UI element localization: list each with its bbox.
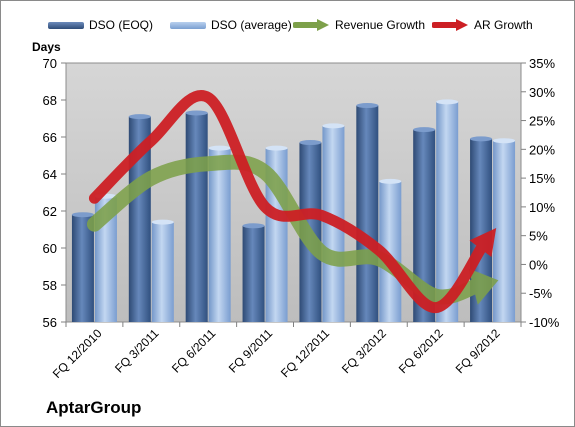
right-tick-label: 30%	[529, 85, 555, 100]
legend-dso-eoq-label: DSO (EOQ)	[89, 18, 154, 32]
left-tick-label: 64	[43, 167, 57, 182]
bar-dso-eoq	[356, 103, 379, 322]
left-tick-label: 68	[43, 93, 57, 108]
left-tick-label: 66	[43, 130, 57, 145]
bar-dso-eoq-body	[71, 214, 94, 322]
bar-dso-eoq	[413, 127, 436, 322]
right-tick-label: 15%	[529, 171, 555, 186]
legend-ar-growth-label: AR Growth	[474, 18, 533, 32]
bar-dso-eoq-cap	[185, 110, 208, 116]
right-tick-label: -10%	[529, 315, 560, 330]
bar-dso-avg	[379, 178, 402, 322]
legend-dso-eoq: DSO (EOQ)	[48, 15, 153, 35]
left-tick-label: 70	[43, 56, 57, 71]
legend-revenue-growth: Revenue Growth	[293, 15, 425, 35]
bar-dso-avg-cap	[379, 178, 402, 184]
legend-ar-growth: AR Growth	[432, 15, 533, 35]
right-tick-label: 20%	[529, 142, 555, 157]
legend-dso-avg: DSO (average)	[170, 15, 292, 35]
bar-dso-avg	[493, 138, 516, 322]
company-name: AptarGroup	[46, 398, 142, 417]
right-tick-label: 10%	[529, 200, 555, 215]
x-category-label: FQ 12/2010	[50, 326, 105, 381]
ar-growth-arrow	[88, 90, 497, 314]
bar-dso-eoq-cap	[71, 212, 94, 218]
x-category-label: FQ 3/2011	[112, 326, 162, 376]
bar-dso-eoq	[71, 212, 94, 322]
right-tick-label: 35%	[529, 56, 555, 71]
bar-dso-avg	[208, 145, 231, 322]
y-axis-title: Days	[32, 40, 61, 54]
x-category-label: FQ 9/2012	[453, 326, 503, 376]
legend-dso-avg-swatch	[170, 21, 206, 29]
left-tick-label: 56	[43, 315, 57, 330]
bar-dso-eoq	[128, 114, 151, 323]
legend-dso-eoq-swatch	[48, 21, 84, 29]
bar-dso-avg-cap	[208, 145, 231, 151]
bar-dso-eoq-cap	[128, 114, 151, 120]
bar-dso-avg-body	[151, 222, 174, 322]
left-tick-label: 60	[43, 241, 57, 256]
bar-dso-eoq-body	[185, 112, 208, 322]
x-category-label: FQ 6/2011	[169, 326, 219, 376]
right-tick-label: -5%	[529, 286, 553, 301]
bar-dso-eoq-body	[128, 116, 151, 323]
bar-dso-avg-body	[436, 101, 459, 322]
bar-dso-eoq-body	[242, 225, 265, 322]
bar-dso-avg-cap	[265, 145, 288, 151]
x-category-label: FQ 3/2012	[339, 326, 389, 376]
left-tick-label: 62	[43, 204, 57, 219]
legend-revenue-arrow-icon	[293, 19, 329, 31]
ar-growth-arrow-head	[469, 228, 497, 258]
revenue-growth-arrow-head	[468, 268, 499, 305]
bar-dso-eoq-cap	[242, 223, 265, 229]
bar-dso-eoq-cap	[413, 127, 436, 133]
legend-ar-arrow-icon	[432, 19, 468, 31]
right-tick-label: 0%	[529, 257, 548, 272]
right-tick-label: 5%	[529, 229, 548, 244]
bar-dso-eoq	[185, 110, 208, 322]
x-category-label: FQ 9/2011	[226, 326, 276, 376]
bar-dso-eoq-cap	[299, 140, 322, 146]
right-tick-label: 25%	[529, 114, 555, 129]
bar-dso-eoq-cap	[356, 103, 379, 109]
bar-dso-avg	[436, 99, 459, 322]
bar-dso-avg-body	[208, 148, 231, 322]
left-tick-label: 58	[43, 278, 57, 293]
bar-dso-avg-cap	[493, 138, 516, 144]
ar-growth-arrow-line	[88, 90, 489, 314]
legend-revenue-growth-label: Revenue Growth	[335, 18, 426, 32]
bar-dso-avg-cap	[322, 123, 345, 129]
bar-dso-avg-body	[379, 181, 402, 322]
bar-dso-avg-body	[493, 140, 516, 322]
bar-dso-avg-cap	[151, 219, 174, 225]
x-category-label: FQ 6/2012	[396, 326, 446, 376]
bar-dso-eoq-body	[413, 129, 436, 322]
bar-dso-eoq-body	[356, 105, 379, 322]
bar-dso-eoq-cap	[470, 136, 493, 142]
bar-dso-avg	[151, 219, 174, 322]
legend-dso-avg-label: DSO (average)	[211, 18, 292, 32]
x-category-label: FQ 12/2011	[278, 326, 332, 380]
bar-dso-avg-cap	[436, 99, 459, 105]
bar-dso-eoq	[242, 223, 265, 322]
